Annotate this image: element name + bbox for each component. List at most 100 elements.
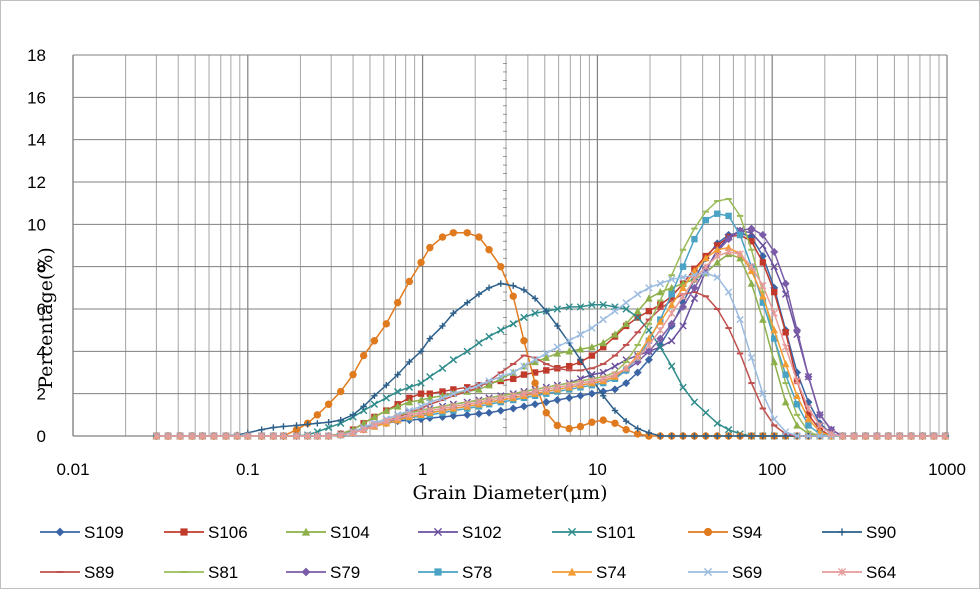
data-point — [293, 422, 300, 429]
data-point — [198, 432, 207, 440]
data-point — [759, 315, 767, 323]
y-tick-label: 6 — [37, 300, 46, 319]
legend-item-s104: S104 — [286, 523, 370, 542]
data-point — [450, 310, 457, 317]
data-point — [679, 302, 688, 311]
data-point — [781, 398, 790, 406]
data-point — [781, 428, 790, 436]
data-point — [485, 246, 493, 254]
data-point — [337, 431, 345, 439]
data-point — [292, 432, 301, 440]
data-point — [644, 355, 653, 364]
data-point — [724, 248, 733, 256]
data-point — [531, 309, 539, 317]
data-point — [656, 326, 664, 334]
data-point — [793, 326, 802, 335]
data-point — [393, 298, 402, 307]
x-axis-title: Grain Diameter(μm) — [413, 482, 608, 504]
data-point — [690, 275, 699, 284]
legend-label: S74 — [596, 563, 626, 582]
data-point — [656, 317, 665, 325]
data-point — [748, 238, 755, 245]
data-point — [382, 417, 390, 425]
data-point — [405, 383, 414, 392]
data-point — [793, 401, 801, 408]
data-point — [360, 403, 367, 410]
data-point — [600, 392, 607, 399]
data-point — [542, 385, 550, 394]
data-point — [449, 356, 458, 364]
data-point — [509, 392, 517, 400]
data-point — [622, 379, 631, 388]
data-point — [577, 356, 584, 363]
data-point — [611, 362, 619, 370]
y-tick-label: 10 — [27, 215, 46, 234]
data-point — [324, 423, 333, 432]
data-point — [426, 335, 434, 342]
data-point — [474, 409, 483, 418]
data-point — [588, 343, 596, 351]
data-point — [475, 339, 483, 347]
data-point — [736, 250, 744, 258]
x-tick-label: 1 — [418, 460, 427, 479]
data-point — [475, 290, 483, 298]
data-point — [426, 398, 434, 406]
data-point — [645, 284, 653, 292]
series-line — [156, 251, 946, 437]
legend-item-s101: S101 — [552, 523, 636, 542]
data-point — [426, 373, 434, 381]
data-point — [463, 400, 471, 408]
data-point — [438, 394, 447, 402]
data-point — [426, 406, 434, 415]
data-point — [622, 298, 630, 307]
data-point — [713, 252, 721, 260]
data-point — [724, 425, 733, 434]
data-point — [417, 396, 425, 404]
data-point — [634, 425, 641, 432]
data-point — [210, 432, 218, 440]
data-point — [633, 430, 642, 438]
data-point — [553, 305, 562, 313]
data-point — [497, 262, 505, 271]
data-point — [679, 292, 687, 300]
data-point — [657, 432, 664, 440]
data-point — [747, 266, 756, 275]
data-point — [531, 369, 539, 376]
data-point — [233, 432, 241, 440]
y-tick-label: 14 — [27, 131, 46, 150]
data-point — [770, 357, 779, 366]
x-tick-label: 100 — [758, 460, 786, 479]
data-point — [759, 241, 767, 250]
data-point — [394, 414, 402, 422]
data-point — [417, 390, 425, 397]
data-point — [509, 292, 517, 300]
data-point — [485, 284, 493, 292]
data-point — [359, 351, 368, 360]
data-point — [337, 416, 344, 424]
data-point — [485, 377, 493, 385]
data-point — [611, 407, 619, 414]
data-point — [782, 343, 790, 351]
data-point — [793, 432, 801, 440]
data-point — [463, 229, 471, 237]
data-point — [873, 432, 881, 440]
data-point — [325, 419, 332, 426]
data-point — [793, 377, 801, 385]
data-point — [520, 313, 528, 322]
data-point — [576, 330, 585, 339]
data-point — [542, 349, 550, 358]
data-point — [304, 421, 311, 428]
data-point — [667, 337, 676, 345]
data-point — [759, 259, 767, 266]
data-point — [771, 288, 778, 296]
data-point — [434, 568, 442, 576]
legend-label: S106 — [208, 523, 248, 542]
data-point — [837, 567, 847, 577]
data-point — [633, 307, 642, 315]
legend-label: S109 — [84, 523, 124, 542]
data-point — [439, 322, 446, 330]
data-point — [485, 332, 493, 341]
data-point — [279, 432, 288, 440]
data-point — [510, 282, 517, 289]
data-point — [861, 432, 870, 440]
